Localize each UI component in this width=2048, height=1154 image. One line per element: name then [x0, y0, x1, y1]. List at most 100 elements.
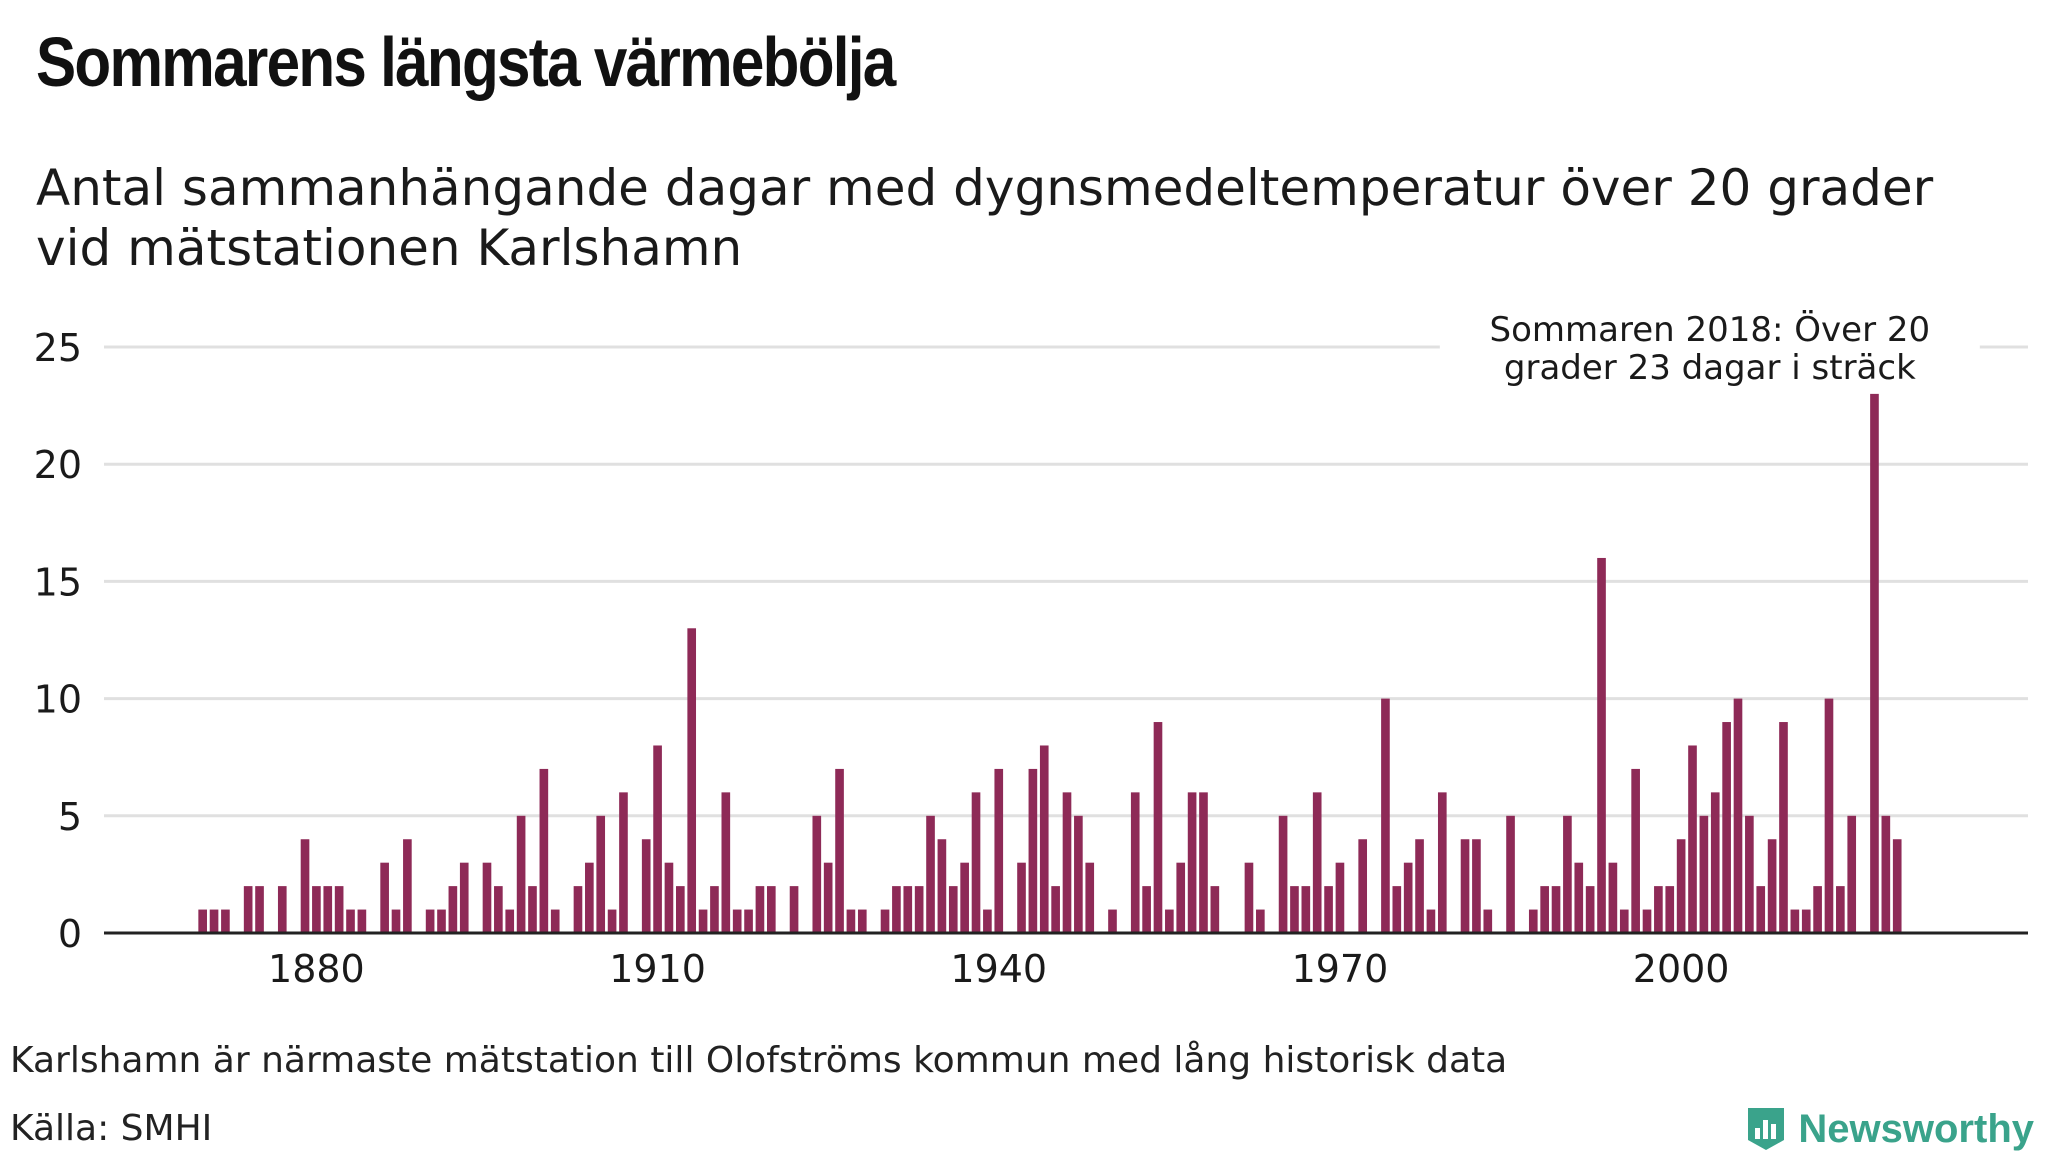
bar-1993 [1597, 557, 1606, 933]
bar-2007 [1756, 886, 1766, 933]
bar-1877 [277, 886, 287, 933]
bar-1950 [1108, 909, 1117, 933]
bar-1977 [1415, 839, 1424, 933]
bar-1962 [1244, 862, 1254, 933]
bar-1930 [880, 909, 890, 933]
brand-logo: Newsworthy [1744, 1104, 2034, 1154]
bar-chart: 0 5 10 15 20 25 1880 1910 1940 1970 2000 Sommaren… [33, 304, 2028, 991]
bar-2005 [1733, 698, 1743, 933]
bar-1935 [937, 839, 947, 933]
bar-1939 [983, 909, 992, 933]
bar-1936 [948, 886, 958, 933]
bar-1912 [676, 886, 685, 933]
bar-1997 [1642, 909, 1652, 933]
brand-name: Newsworthy [1798, 1106, 2034, 1151]
bar-1946 [1062, 792, 1072, 933]
bar-1944 [1039, 745, 1049, 933]
bar-2010 [1790, 909, 1800, 933]
bar-1892 [448, 886, 458, 933]
bar-1981 [1460, 839, 1470, 933]
y-tick-label: 20 [34, 443, 82, 487]
bar-1895 [482, 862, 492, 933]
bar-1919 [755, 886, 765, 933]
bar-1898 [516, 815, 526, 933]
annotation-text: grader 23 dagar i sträck [1504, 348, 1916, 388]
bar-1901 [550, 909, 560, 933]
bar-1988 [1540, 886, 1549, 933]
bar-1926 [835, 768, 844, 933]
bar-1875 [255, 886, 264, 933]
annotation-text: Sommaren 2018: Över 20 [1490, 309, 1931, 350]
bar-1983 [1483, 909, 1493, 933]
bar-1928 [857, 909, 867, 933]
bar-1966 [1290, 886, 1299, 933]
bar-2019 [1892, 839, 1902, 933]
y-axis-tick-labels: 0 5 10 15 20 25 [34, 326, 82, 956]
bar-1924 [812, 815, 822, 933]
bar-2017 [1870, 393, 1879, 933]
bar-1959 [1210, 886, 1220, 933]
bar-1916 [721, 792, 731, 933]
bar-1883 [346, 909, 355, 933]
bar-1996 [1631, 768, 1640, 933]
bar-2001 [1688, 745, 1697, 933]
bar-1899 [528, 886, 537, 933]
source-label: Källa: SMHI [10, 1108, 213, 1149]
bar-1874 [243, 886, 253, 933]
bar-1934 [926, 815, 935, 933]
bar-2011 [1801, 909, 1811, 933]
bar-1972 [1358, 839, 1368, 933]
bar-1992 [1585, 886, 1595, 933]
bar-2004 [1722, 722, 1731, 933]
bar-1903 [573, 886, 583, 933]
bar-1915 [710, 886, 719, 933]
bar-1886 [380, 862, 389, 933]
y-tick-label: 0 [58, 912, 82, 956]
annotation-background [1439, 304, 1980, 386]
bar-1978 [1426, 909, 1436, 933]
bar-1900 [539, 768, 549, 933]
bar-1891 [437, 909, 446, 933]
bar-1917 [732, 909, 742, 933]
bar-2013 [1824, 698, 1834, 933]
bar-1893 [459, 862, 469, 933]
bar-1897 [505, 909, 515, 933]
bar-1994 [1608, 862, 1618, 933]
x-axis-tick-labels: 1880 1910 1940 1970 2000 [268, 947, 1729, 991]
bar-1882 [334, 886, 344, 933]
bar-1937 [960, 862, 969, 933]
bar-1963 [1256, 909, 1265, 933]
bar-1922 [789, 886, 799, 933]
bar-1999 [1665, 886, 1675, 933]
bar-2006 [1745, 815, 1754, 933]
bar-1958 [1199, 792, 1208, 933]
bar-2002 [1699, 815, 1709, 933]
y-tick-label: 5 [58, 795, 82, 839]
y-tick-label: 10 [34, 678, 82, 722]
bar-1987 [1528, 909, 1538, 933]
bar-2014 [1836, 886, 1845, 933]
x-tick-label: 1880 [268, 947, 365, 991]
bar-1925 [823, 862, 833, 933]
bar-2003 [1710, 792, 1720, 933]
bar-2015 [1847, 815, 1857, 933]
bar-1871 [209, 909, 219, 933]
bar-1914 [698, 909, 708, 933]
bar-1974 [1381, 698, 1390, 933]
bar-1965 [1278, 815, 1288, 933]
bar-1896 [494, 886, 503, 933]
bar-1880 [312, 886, 321, 933]
bar-1913 [687, 628, 697, 933]
bar-1906 [607, 909, 617, 933]
x-tick-label: 1940 [950, 947, 1047, 991]
bar-1967 [1301, 886, 1311, 933]
bar-1947 [1074, 815, 1083, 933]
bar-1998 [1654, 886, 1663, 933]
bar-1884 [357, 909, 367, 933]
bar-1989 [1551, 886, 1561, 933]
bar-1975 [1392, 886, 1402, 933]
bar-1985 [1506, 815, 1515, 933]
bar-1933 [914, 886, 924, 933]
newsworthy-logo-icon [1748, 1108, 1785, 1150]
